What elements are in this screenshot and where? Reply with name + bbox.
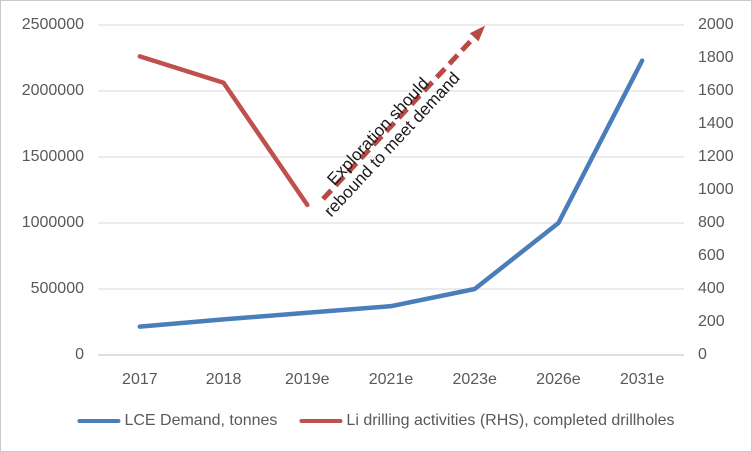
blue-line-swatch-icon [77, 419, 121, 423]
axis-tick-label: 0 [75, 346, 84, 363]
legend-label: Li drilling activities (RHS), completed … [346, 412, 675, 429]
axis-tick-label: 1200 [698, 148, 734, 165]
red-line-swatch-icon [299, 419, 343, 423]
axis-tick-label: 400 [698, 280, 725, 297]
axis-tick-label: 1500000 [21, 148, 84, 165]
axis-tick-label: 1000000 [21, 214, 84, 231]
axis-tick-label: 2018 [205, 371, 242, 388]
axis-tick-label: 1400 [698, 115, 734, 132]
axis-tick-label: 2000000 [21, 82, 84, 99]
axis-tick-label: 800 [698, 214, 725, 231]
axis-tick-label: 500000 [30, 280, 84, 297]
legend-label: LCE Demand, tonnes [124, 412, 278, 429]
axis-tick-label: 2000 [698, 16, 734, 33]
axis-tick-label: 1000 [698, 181, 734, 198]
axis-tick-label: 1600 [698, 82, 734, 99]
axis-tick-label: 2023e [452, 371, 497, 388]
axis-tick-label: 2017 [122, 371, 158, 388]
axis-tick-label: 2500000 [21, 16, 84, 33]
axis-tick-label: 2021e [368, 371, 414, 388]
axis-tick-label: 1800 [698, 49, 734, 66]
axis-tick-label: 2031e [619, 371, 665, 388]
axis-tick-label: 2019e [285, 371, 330, 388]
axis-tick-label: 600 [698, 247, 725, 264]
legend-item-lce-demand: LCE Demand, tonnes [77, 412, 277, 430]
axis-tick-label: 200 [698, 313, 725, 330]
axis-tick-label: 0 [698, 346, 707, 363]
axis-tick-label: 2026e [536, 371, 581, 388]
legend-item-li-drilling: Li drilling activities (RHS), completed … [299, 412, 675, 430]
chart-legend: LCE Demand, tonnes Li drilling activitie… [77, 412, 675, 430]
